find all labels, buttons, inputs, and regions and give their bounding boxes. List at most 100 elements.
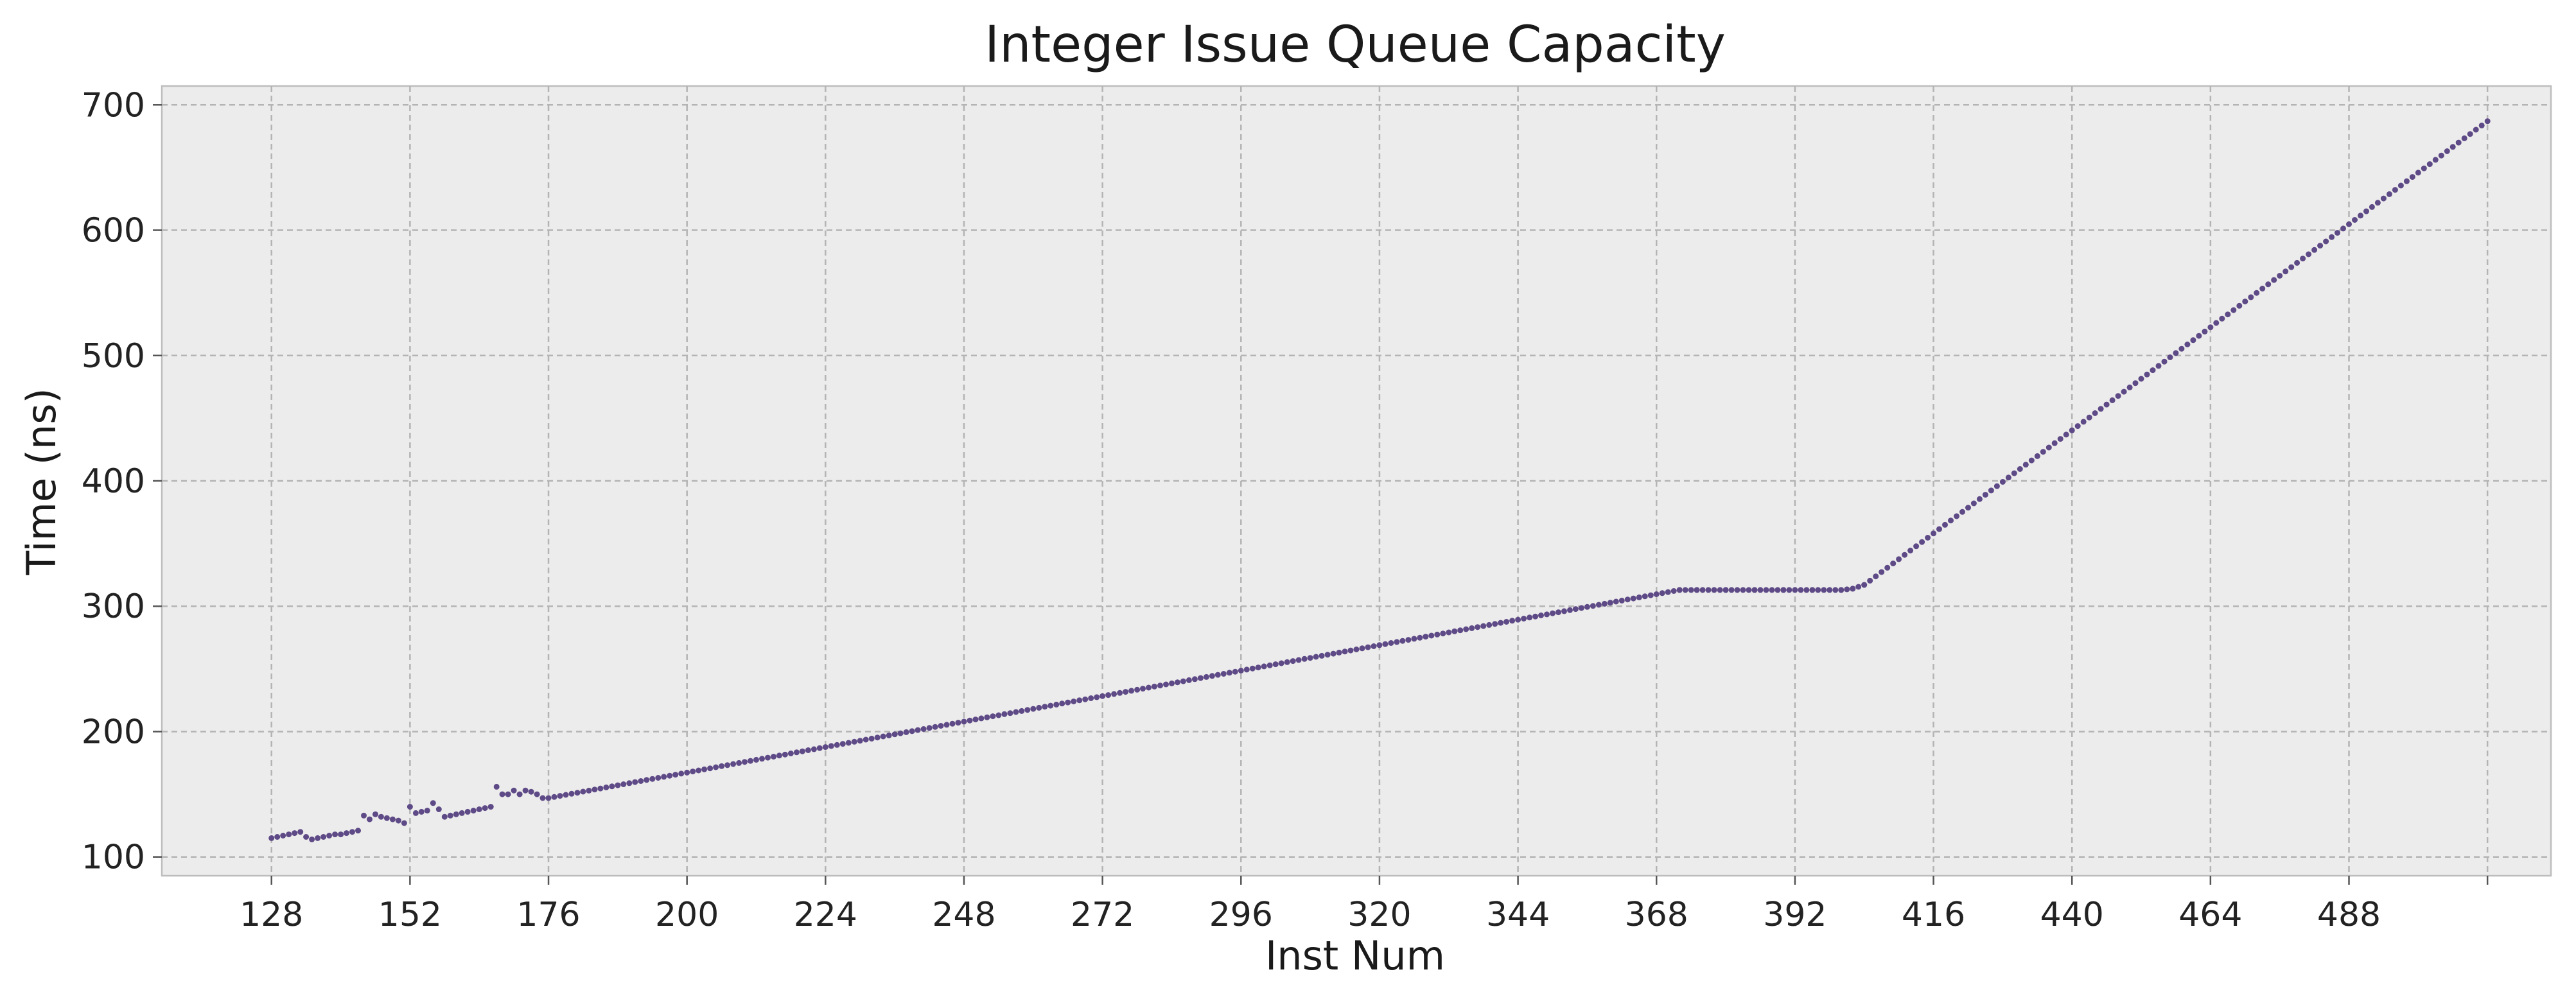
data-point [1803,587,1810,593]
data-point [2155,363,2162,369]
data-point [1630,595,1636,602]
data-point [1896,556,1902,562]
data-point [355,828,361,834]
data-point [1850,586,1856,592]
data-point [361,812,367,819]
data-point [1595,602,1602,608]
data-point [707,765,714,772]
data-point [1174,679,1180,686]
data-point [724,762,731,769]
data-point [1970,500,1977,507]
data-point [678,770,685,777]
data-point [880,733,886,740]
data-point [644,777,650,783]
data-point [407,804,413,810]
data-point [1157,682,1163,689]
data-point [1832,587,1839,593]
data-point [1342,648,1348,655]
data-point [1076,697,1083,704]
data-point [2380,195,2387,202]
data-point [297,829,304,835]
data-point [626,780,633,786]
data-point [2040,449,2046,455]
data-point [557,793,563,799]
data-point [1982,492,1988,498]
data-point [2288,264,2295,270]
data-point [1861,582,1868,588]
x-tick-label: 368 [1625,896,1688,934]
data-point [1030,706,1037,712]
data-point [2230,307,2237,313]
data-point [1284,659,1290,665]
data-point [851,738,857,745]
data-point [713,764,719,770]
data-point [1763,587,1769,593]
data-point [2126,384,2133,390]
data-point [1463,626,1469,632]
data-point [2311,247,2318,253]
data-point [1902,552,1908,558]
data-point [984,714,990,720]
data-point [1001,711,1008,717]
data-point [1209,673,1215,679]
data-point [349,829,355,835]
data-point [383,815,390,821]
data-point [1527,614,1533,621]
data-point [655,775,662,781]
data-point [1827,587,1833,593]
data-point [1786,587,1792,593]
y-tick-label: 500 [82,337,145,376]
data-point [1948,517,1954,524]
chart-title: Integer Issue Queue Capacity [985,16,1726,74]
x-tick-label: 248 [932,896,995,934]
data-point [1434,631,1441,638]
x-tick-label: 272 [1071,896,1134,934]
data-point [690,769,696,775]
data-point [1065,699,1071,706]
y-tick-label: 700 [82,86,145,125]
data-point [2340,225,2346,232]
data-point [915,727,921,733]
data-point [2432,157,2439,163]
data-point [2098,406,2104,412]
data-point [1111,691,1117,697]
data-point [719,763,725,769]
x-tick-label: 392 [1763,896,1827,934]
data-point [1019,708,1025,714]
data-point [1186,677,1192,683]
data-point [1665,589,1671,595]
data-point [1226,670,1232,676]
data-point [1907,548,1914,553]
data-point [1295,657,1302,663]
data-point [730,761,737,767]
data-point [2144,371,2150,378]
data-point [2403,178,2410,184]
data-point [2306,251,2312,257]
data-point [534,791,540,797]
data-point [1469,625,1475,631]
data-point [1169,680,1175,686]
data-point [2207,324,2214,331]
data-point [632,779,638,785]
data-point [1238,668,1244,673]
data-point [649,776,656,782]
data-point [2190,337,2196,343]
data-point [926,725,933,731]
data-point [938,723,944,729]
data-point [2473,126,2479,133]
data-point [799,748,805,754]
data-point [805,747,811,753]
data-point [1578,605,1584,611]
data-point [2282,268,2289,275]
data-point [2236,302,2243,309]
data-point [1146,684,1152,691]
x-tick-label: 176 [516,896,580,934]
data-point [787,751,794,756]
data-point [493,783,500,790]
data-point [1492,621,1498,627]
data-point [2461,135,2467,141]
x-tick-label: 152 [378,896,442,934]
data-point [1521,616,1527,621]
data-point [1498,620,1504,626]
data-point [793,749,800,756]
